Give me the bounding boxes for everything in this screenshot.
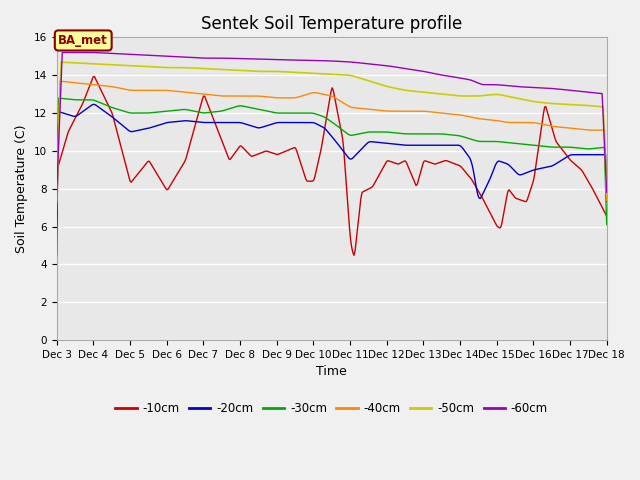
- Text: BA_met: BA_met: [58, 34, 108, 47]
- Title: Sentek Soil Temperature profile: Sentek Soil Temperature profile: [201, 15, 462, 33]
- Y-axis label: Soil Temperature (C): Soil Temperature (C): [15, 124, 28, 253]
- Legend: -10cm, -20cm, -30cm, -40cm, -50cm, -60cm: -10cm, -20cm, -30cm, -40cm, -50cm, -60cm: [111, 397, 553, 420]
- X-axis label: Time: Time: [316, 365, 347, 379]
